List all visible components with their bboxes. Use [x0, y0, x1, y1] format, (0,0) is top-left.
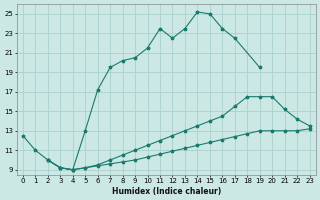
X-axis label: Humidex (Indice chaleur): Humidex (Indice chaleur): [112, 187, 221, 196]
